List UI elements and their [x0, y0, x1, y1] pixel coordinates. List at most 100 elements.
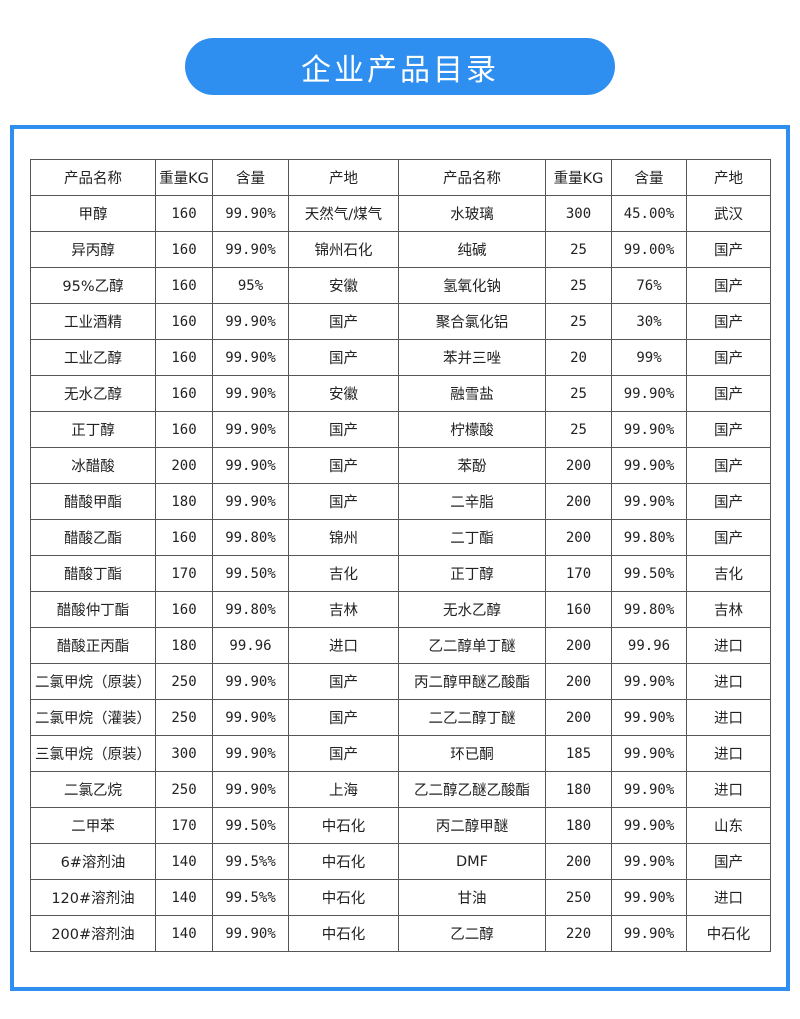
- cell-origin: 中石化: [288, 915, 399, 952]
- cell-weight-kg: 160: [155, 231, 213, 268]
- cell-weight-kg: 140: [155, 879, 213, 916]
- cell-weight-kg: 25: [545, 303, 612, 340]
- cell-origin: 国产: [686, 339, 771, 376]
- cell-origin: 国产: [288, 447, 399, 484]
- cell-product-name: 融雪盐: [398, 375, 546, 412]
- cell-product-name: 苯并三唑: [398, 339, 546, 376]
- cell-weight-kg: 160: [155, 591, 213, 628]
- table-row: 醋酸甲酯 180 99.90% 国产 二辛脂 200 99.90% 国产: [30, 483, 771, 520]
- cell-weight-kg: 250: [155, 663, 213, 700]
- cell-origin: 国产: [288, 735, 399, 772]
- table-row: 二甲苯 170 99.50% 中石化 丙二醇甲醚 180 99.90% 山东: [30, 807, 771, 844]
- cell-weight-kg: 160: [155, 267, 213, 304]
- cell-content: 99.96: [611, 627, 687, 664]
- cell-product-name: 醋酸仲丁酯: [30, 591, 156, 628]
- cell-origin: 国产: [288, 699, 399, 736]
- cell-content: 99.90%: [611, 771, 687, 808]
- cell-content: 99.90%: [611, 879, 687, 916]
- cell-product-name: 二氯乙烷: [30, 771, 156, 808]
- cell-origin: 国产: [686, 483, 771, 520]
- header-row: 产品名称 重量KG 含量 产地 产品名称 重量KG 含量 产地: [30, 159, 771, 196]
- cell-origin: 国产: [288, 411, 399, 448]
- cell-content: 99%: [611, 339, 687, 376]
- cell-content: 99.90%: [611, 447, 687, 484]
- cell-weight-kg: 140: [155, 915, 213, 952]
- cell-weight-kg: 20: [545, 339, 612, 376]
- cell-origin: 进口: [686, 699, 771, 736]
- cell-product-name: 二丁酯: [398, 519, 546, 556]
- cell-product-name: 无水乙醇: [398, 591, 546, 628]
- header-product-name: 产品名称: [30, 159, 156, 196]
- cell-product-name: 柠檬酸: [398, 411, 546, 448]
- header-origin: 产地: [686, 159, 771, 196]
- cell-product-name: 丙二醇甲醚: [398, 807, 546, 844]
- cell-content: 99.90%: [212, 411, 289, 448]
- cell-product-name: 95%乙醇: [30, 267, 156, 304]
- cell-product-name: 正丁醇: [30, 411, 156, 448]
- header-weight-kg: 重量KG: [155, 159, 213, 196]
- table-row: 工业酒精 160 99.90% 国产 聚合氯化铝 25 30% 国产: [30, 303, 771, 340]
- cell-origin: 进口: [686, 771, 771, 808]
- cell-origin: 锦州: [288, 519, 399, 556]
- cell-product-name: 醋酸乙酯: [30, 519, 156, 556]
- cell-content: 99.90%: [212, 303, 289, 340]
- cell-weight-kg: 25: [545, 375, 612, 412]
- table-row: 120#溶剂油 140 99.5%% 中石化 甘油 250 99.90% 进口: [30, 879, 771, 916]
- cell-origin: 国产: [288, 663, 399, 700]
- cell-weight-kg: 200: [545, 483, 612, 520]
- cell-weight-kg: 300: [545, 195, 612, 232]
- cell-product-name: 200#溶剂油: [30, 915, 156, 952]
- cell-origin: 国产: [686, 447, 771, 484]
- cell-product-name: 醋酸甲酯: [30, 483, 156, 520]
- cell-weight-kg: 250: [545, 879, 612, 916]
- cell-product-name: 冰醋酸: [30, 447, 156, 484]
- cell-weight-kg: 160: [545, 591, 612, 628]
- cell-weight-kg: 250: [155, 699, 213, 736]
- cell-product-name: 正丁醇: [398, 555, 546, 592]
- table-row: 正丁醇 160 99.90% 国产 柠檬酸 25 99.90% 国产: [30, 411, 771, 448]
- table-row: 工业乙醇 160 99.90% 国产 苯并三唑 20 99% 国产: [30, 339, 771, 376]
- cell-product-name: 二氯甲烷（原装）: [30, 663, 156, 700]
- cell-product-name: 丙二醇甲醚乙酸酯: [398, 663, 546, 700]
- cell-origin: 进口: [686, 879, 771, 916]
- table-row: 醋酸丁酯 170 99.50% 吉化 正丁醇 170 99.50% 吉化: [30, 555, 771, 592]
- cell-origin: 进口: [686, 735, 771, 772]
- table-row: 异丙醇 160 99.90% 锦州石化 纯碱 25 99.00% 国产: [30, 231, 771, 268]
- cell-origin: 锦州石化: [288, 231, 399, 268]
- cell-origin: 天然气/煤气: [288, 195, 399, 232]
- cell-origin: 进口: [288, 627, 399, 664]
- cell-weight-kg: 25: [545, 267, 612, 304]
- cell-weight-kg: 160: [155, 411, 213, 448]
- cell-weight-kg: 180: [545, 807, 612, 844]
- table-row: 甲醇 160 99.90% 天然气/煤气 水玻璃 300 45.00% 武汉: [30, 195, 771, 232]
- table-row: 二氯甲烷（原装） 250 99.90% 国产 丙二醇甲醚乙酸酯 200 99.90% 进口: [30, 663, 771, 700]
- cell-weight-kg: 180: [155, 627, 213, 664]
- cell-content: 99.90%: [611, 375, 687, 412]
- cell-content: 99.90%: [212, 339, 289, 376]
- cell-weight-kg: 25: [545, 411, 612, 448]
- cell-origin: 安徽: [288, 375, 399, 412]
- cell-content: 99.5%%: [212, 843, 289, 880]
- cell-product-name: 二氯甲烷（灌装）: [30, 699, 156, 736]
- cell-origin: 上海: [288, 771, 399, 808]
- cell-content: 99.90%: [611, 411, 687, 448]
- table-row: 二氯甲烷（灌装） 250 99.90% 国产 二乙二醇丁醚 200 99.90% 进口: [30, 699, 771, 736]
- cell-product-name: DMF: [398, 843, 546, 880]
- cell-origin: 中石化: [288, 879, 399, 916]
- cell-content: 76%: [611, 267, 687, 304]
- cell-weight-kg: 220: [545, 915, 612, 952]
- cell-weight-kg: 160: [155, 195, 213, 232]
- cell-content: 99.90%: [212, 735, 289, 772]
- cell-product-name: 环已酮: [398, 735, 546, 772]
- cell-product-name: 纯碱: [398, 231, 546, 268]
- cell-weight-kg: 170: [545, 555, 612, 592]
- cell-content: 99.90%: [611, 483, 687, 520]
- cell-origin: 国产: [288, 303, 399, 340]
- cell-product-name: 6#溶剂油: [30, 843, 156, 880]
- cell-weight-kg: 170: [155, 555, 213, 592]
- cell-origin: 国产: [686, 519, 771, 556]
- cell-weight-kg: 200: [155, 447, 213, 484]
- cell-weight-kg: 250: [155, 771, 213, 808]
- cell-content: 99.90%: [212, 663, 289, 700]
- cell-origin: 国产: [686, 843, 771, 880]
